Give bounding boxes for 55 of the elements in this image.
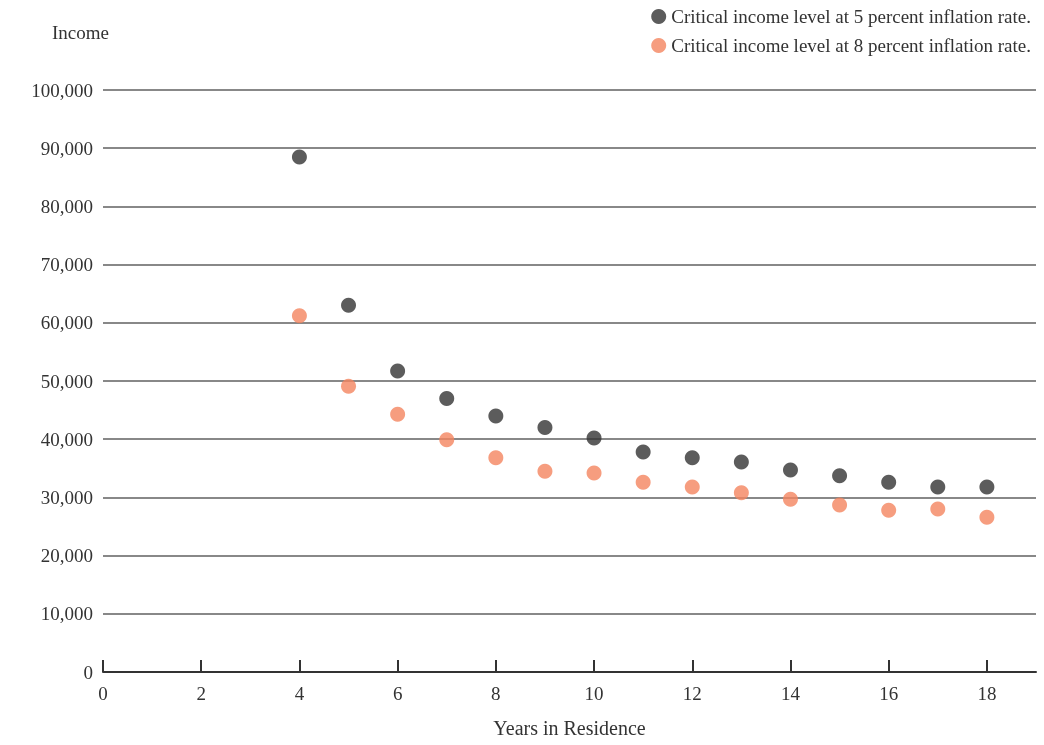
point (733, 485, 749, 501)
point (684, 450, 700, 466)
y-tick-label: 60,000 (40, 312, 93, 334)
point (341, 378, 357, 394)
y-tick-label: 70,000 (40, 254, 93, 276)
y-tick-label: 80,000 (40, 195, 93, 217)
y-tick-label: 100,000 (31, 79, 93, 101)
x-tick-label: 18 (977, 683, 997, 704)
point (832, 497, 848, 513)
point (537, 420, 553, 436)
y-axis-title: Income (52, 22, 109, 43)
legend-label: Critical income level at 5 percent inflation rate. (671, 6, 1031, 27)
point (488, 408, 504, 424)
point (733, 454, 749, 470)
x-tick-label: 16 (879, 683, 899, 704)
point (488, 450, 504, 466)
x-axis-title: Years in Residence (493, 717, 646, 739)
y-tick-label: 0 (83, 661, 93, 683)
point (979, 509, 995, 525)
point (291, 149, 307, 165)
y-tick-label: 30,000 (40, 486, 93, 508)
point (586, 465, 602, 481)
point (390, 406, 406, 422)
y-tick-label: 10,000 (40, 603, 93, 625)
point (635, 444, 651, 460)
point (782, 491, 798, 507)
x-tick-label: 6 (392, 683, 403, 704)
x-tick-label: 10 (584, 683, 604, 704)
x-tick-label: 4 (294, 683, 305, 704)
point (586, 430, 602, 446)
point (930, 479, 946, 495)
point (390, 363, 406, 379)
point (782, 462, 798, 478)
x-tick-label: 14 (780, 683, 801, 704)
y-tick-label: 90,000 (40, 137, 93, 159)
y-tick-label: 40,000 (40, 428, 93, 450)
x-tick-label: 2 (196, 683, 206, 704)
y-tick-label: 20,000 (40, 545, 93, 567)
y-tick-label: 50,000 (40, 370, 93, 392)
x-tick-label: 8 (491, 683, 501, 704)
point (881, 502, 897, 518)
point (930, 501, 946, 517)
x-tick-label: 12 (682, 683, 702, 704)
point (439, 432, 455, 448)
point (832, 468, 848, 484)
x-tick-label: 0 (98, 683, 108, 704)
point (341, 297, 357, 313)
point (684, 479, 700, 495)
point (291, 308, 307, 324)
point (439, 390, 455, 406)
legend-label: Critical income level at 8 percent inflation rate. (671, 35, 1031, 56)
point (537, 463, 553, 479)
point (979, 479, 995, 495)
point (635, 474, 651, 490)
point (881, 474, 897, 490)
